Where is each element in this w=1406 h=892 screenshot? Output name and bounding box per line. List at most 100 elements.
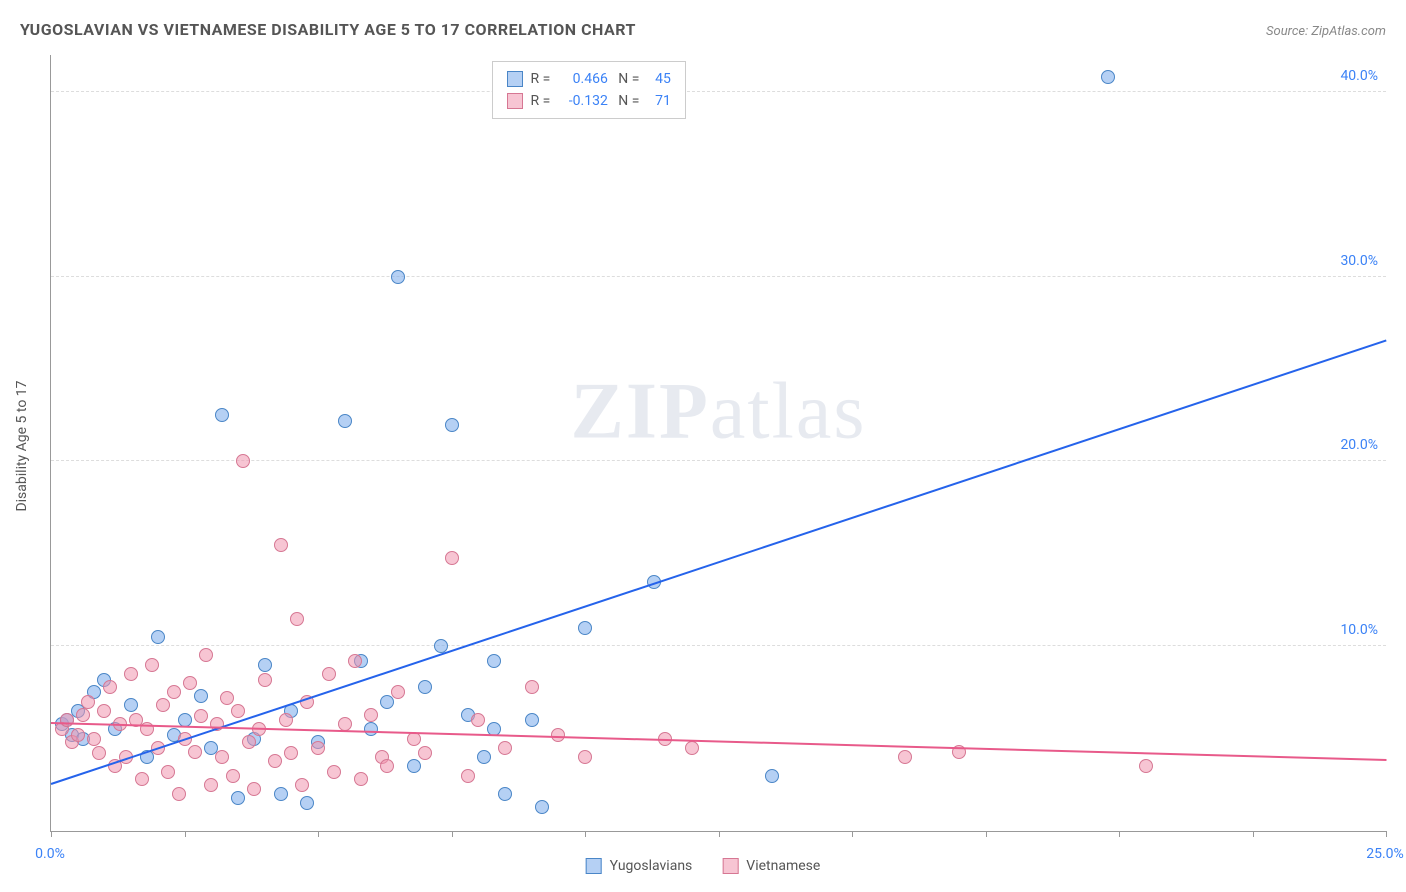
x-tick bbox=[986, 831, 987, 837]
marker-vietnamese bbox=[161, 765, 175, 779]
swatch-icon bbox=[722, 858, 738, 874]
legend-label: Vietnamese bbox=[746, 858, 820, 874]
marker-vietnamese bbox=[898, 750, 912, 764]
marker-vietnamese bbox=[290, 612, 304, 626]
marker-yugoslavians bbox=[407, 759, 421, 773]
bottom-legend: Yugoslavians Vietnamese bbox=[586, 858, 821, 874]
marker-vietnamese bbox=[242, 735, 256, 749]
x-tick bbox=[585, 831, 586, 837]
marker-yugoslavians bbox=[338, 414, 352, 428]
marker-vietnamese bbox=[391, 685, 405, 699]
marker-yugoslavians bbox=[274, 787, 288, 801]
marker-vietnamese bbox=[471, 713, 485, 727]
y-tick-label: 40.0% bbox=[1340, 68, 1378, 84]
chart-title: YUGOSLAVIAN VS VIETNAMESE DISABILITY AGE… bbox=[20, 20, 636, 39]
y-axis-label: Disability Age 5 to 17 bbox=[14, 380, 30, 511]
x-tick-label: 25.0% bbox=[1366, 846, 1404, 862]
marker-vietnamese bbox=[578, 750, 592, 764]
marker-vietnamese bbox=[199, 648, 213, 662]
marker-yugoslavians bbox=[765, 769, 779, 783]
marker-vietnamese bbox=[188, 745, 202, 759]
x-tick bbox=[719, 831, 720, 837]
legend-item: Yugoslavians bbox=[586, 858, 693, 874]
marker-yugoslavians bbox=[445, 418, 459, 432]
marker-yugoslavians bbox=[231, 791, 245, 805]
marker-vietnamese bbox=[220, 691, 234, 705]
x-tick bbox=[1253, 831, 1254, 837]
x-tick bbox=[852, 831, 853, 837]
marker-vietnamese bbox=[71, 728, 85, 742]
y-tick-label: 10.0% bbox=[1340, 622, 1378, 638]
watermark-zip: ZIP bbox=[571, 367, 710, 455]
marker-vietnamese bbox=[380, 759, 394, 773]
stats-text: R = 0.466 N = 45 bbox=[531, 68, 671, 90]
marker-vietnamese bbox=[226, 769, 240, 783]
marker-vietnamese bbox=[364, 708, 378, 722]
trend-line-yugoslavians bbox=[51, 339, 1387, 784]
marker-vietnamese bbox=[194, 709, 208, 723]
stats-legend: R = 0.466 N = 45R = -0.132 N = 71 bbox=[492, 61, 686, 119]
marker-yugoslavians bbox=[487, 654, 501, 668]
marker-vietnamese bbox=[274, 538, 288, 552]
marker-yugoslavians bbox=[364, 722, 378, 736]
marker-vietnamese bbox=[284, 746, 298, 760]
plot-area: ZIPatlas 10.0% 20.0% 30.0% 40.0% R = 0.466 N… bbox=[50, 55, 1386, 832]
marker-yugoslavians bbox=[300, 796, 314, 810]
watermark-atlas: atlas bbox=[710, 367, 867, 455]
marker-vietnamese bbox=[279, 713, 293, 727]
marker-vietnamese bbox=[461, 769, 475, 783]
marker-vietnamese bbox=[103, 680, 117, 694]
marker-vietnamese bbox=[231, 704, 245, 718]
marker-vietnamese bbox=[418, 746, 432, 760]
gridline bbox=[51, 460, 1386, 461]
legend-item: Vietnamese bbox=[722, 858, 820, 874]
marker-vietnamese bbox=[348, 654, 362, 668]
marker-vietnamese bbox=[445, 551, 459, 565]
marker-vietnamese bbox=[311, 741, 325, 755]
marker-vietnamese bbox=[76, 708, 90, 722]
x-tick bbox=[452, 831, 453, 837]
marker-vietnamese bbox=[183, 676, 197, 690]
x-tick-label: 0.0% bbox=[35, 846, 65, 862]
marker-vietnamese bbox=[87, 732, 101, 746]
stats-legend-row: R = -0.132 N = 71 bbox=[507, 90, 671, 112]
marker-vietnamese bbox=[204, 778, 218, 792]
marker-yugoslavians bbox=[194, 689, 208, 703]
marker-vietnamese bbox=[215, 750, 229, 764]
watermark: ZIPatlas bbox=[571, 366, 867, 457]
swatch-icon bbox=[507, 71, 523, 87]
marker-yugoslavians bbox=[418, 680, 432, 694]
gridline bbox=[51, 91, 1386, 92]
x-tick bbox=[1386, 831, 1387, 837]
marker-yugoslavians bbox=[477, 750, 491, 764]
marker-vietnamese bbox=[124, 667, 138, 681]
marker-vietnamese bbox=[525, 680, 539, 694]
swatch-icon bbox=[507, 93, 523, 109]
x-tick bbox=[185, 831, 186, 837]
x-tick bbox=[1119, 831, 1120, 837]
y-tick-label: 30.0% bbox=[1340, 253, 1378, 269]
marker-vietnamese bbox=[338, 717, 352, 731]
marker-yugoslavians bbox=[258, 658, 272, 672]
gridline bbox=[51, 276, 1386, 277]
gridline bbox=[51, 645, 1386, 646]
x-tick bbox=[318, 831, 319, 837]
x-tick bbox=[51, 831, 52, 837]
marker-vietnamese bbox=[135, 772, 149, 786]
marker-yugoslavians bbox=[1101, 70, 1115, 84]
marker-vietnamese bbox=[295, 778, 309, 792]
y-tick-label: 20.0% bbox=[1340, 437, 1378, 453]
marker-yugoslavians bbox=[578, 621, 592, 635]
marker-yugoslavians bbox=[124, 698, 138, 712]
marker-vietnamese bbox=[145, 658, 159, 672]
marker-vietnamese bbox=[92, 746, 106, 760]
marker-vietnamese bbox=[268, 754, 282, 768]
marker-vietnamese bbox=[327, 765, 341, 779]
swatch-icon bbox=[586, 858, 602, 874]
stats-legend-row: R = 0.466 N = 45 bbox=[507, 68, 671, 90]
marker-vietnamese bbox=[81, 695, 95, 709]
marker-vietnamese bbox=[1139, 759, 1153, 773]
marker-vietnamese bbox=[97, 704, 111, 718]
marker-vietnamese bbox=[498, 741, 512, 755]
marker-vietnamese bbox=[258, 673, 272, 687]
